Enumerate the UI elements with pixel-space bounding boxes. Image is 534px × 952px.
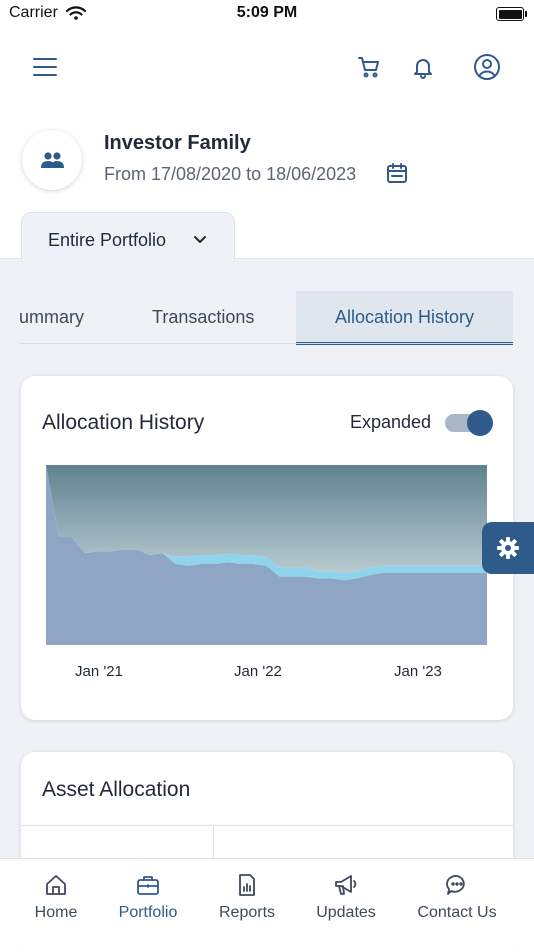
column-divider: [213, 825, 214, 865]
date-range: From 17/08/2020 to 18/06/2023: [104, 164, 357, 184]
cart-button[interactable]: [349, 47, 389, 87]
wifi-icon: [66, 6, 86, 20]
battery-icon: [496, 7, 527, 21]
nav-updates[interactable]: Updates: [296, 873, 396, 922]
area-series-1: [46, 465, 487, 581]
tabs-divider: [20, 343, 513, 344]
profile-button[interactable]: [467, 47, 507, 87]
status-bar: Carrier 5:09 PM: [0, 0, 534, 30]
avatar: [22, 130, 82, 190]
investor-name: Investor Family: [104, 132, 251, 154]
x-tick-label: Jan '22: [234, 663, 282, 680]
bell-icon: [414, 59, 432, 79]
expanded-toggle[interactable]: [445, 408, 493, 436]
nav-reports-label: Reports: [218, 904, 276, 921]
megaphone-icon: [335, 875, 357, 895]
nav-portfolio[interactable]: Portfolio: [98, 873, 198, 922]
clock: 5:09 PM: [236, 4, 298, 21]
x-tick-label: Jan '21: [75, 663, 123, 680]
area-series-0: [46, 465, 487, 645]
nav-home-label: Home: [34, 904, 78, 921]
menu-button[interactable]: [25, 47, 65, 87]
chart-settings-button[interactable]: [482, 522, 534, 574]
allocation-chart: [46, 465, 487, 645]
report-icon: [239, 874, 255, 896]
allocation-history-card: Allocation History Expanded Jan '21 Jan …: [21, 376, 513, 720]
allocation-history-title: Allocation History: [42, 411, 205, 434]
nav-reports[interactable]: Reports: [197, 873, 297, 922]
portfolio-selector[interactable]: Entire Portfolio: [21, 212, 235, 261]
nav-contact-label: Contact Us: [417, 904, 497, 921]
bottom-nav: Home Portfolio Reports Updates Contact U…: [0, 858, 534, 951]
chat-icon: [446, 875, 465, 895]
tab-allocation-history[interactable]: Allocation History: [296, 291, 513, 345]
home-icon: [46, 875, 66, 895]
nav-portfolio-label: Portfolio: [118, 904, 178, 921]
nav-home[interactable]: Home: [6, 873, 106, 922]
nav-updates-label: Updates: [316, 904, 376, 921]
gear-icon: [497, 537, 519, 559]
area-series-2: [46, 465, 487, 573]
top-bar: [0, 40, 534, 96]
user-circle-icon: [474, 54, 500, 80]
carrier-label: Carrier: [9, 4, 58, 21]
divider: [21, 825, 513, 826]
asset-allocation-title: Asset Allocation: [42, 778, 191, 801]
investor-header: Investor Family From 17/08/2020 to 18/06…: [22, 130, 492, 192]
users-icon: [41, 152, 64, 168]
calendar-icon[interactable]: [386, 162, 408, 184]
section-tabs: ummary Transactions Allocation History: [0, 291, 534, 345]
nav-contact-us[interactable]: Contact Us: [407, 873, 507, 922]
expanded-label: Expanded: [350, 412, 432, 432]
tab-summary[interactable]: ummary: [19, 307, 85, 327]
tab-transactions[interactable]: Transactions: [152, 307, 255, 327]
hamburger-icon: [33, 58, 57, 76]
cart-icon: [358, 57, 379, 78]
portfolio-selector-label: Entire Portfolio: [48, 230, 167, 250]
chevron-down-icon: [194, 236, 206, 243]
notifications-button[interactable]: [403, 47, 443, 87]
briefcase-icon: [137, 876, 159, 895]
x-tick-label: Jan '23: [394, 663, 442, 680]
